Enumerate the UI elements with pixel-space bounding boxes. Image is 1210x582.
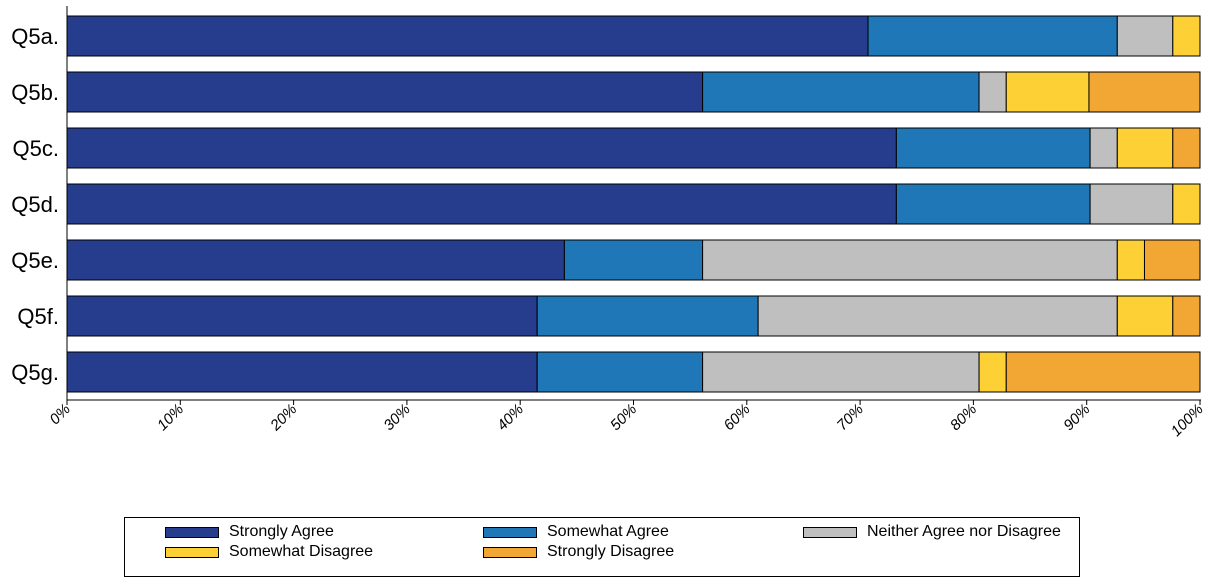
bar-segment-6-4	[1116, 295, 1174, 337]
bar-segment-5-5	[1143, 239, 1201, 281]
bar-segment-5-3	[702, 239, 1118, 281]
bar-segment-3-1	[66, 127, 897, 169]
bar-segment-4-4	[1172, 183, 1201, 225]
legend-label-3: Neither Agree nor Disagree	[867, 523, 1061, 540]
x-tick-label-6: 50%	[607, 401, 640, 434]
category-label-4: Q5d.	[11, 192, 59, 217]
x-tick-label-3: 20%	[266, 401, 300, 435]
legend-item-1: Strongly Agree	[165, 522, 334, 542]
bar-segment-7-4	[978, 351, 1007, 393]
bar-segment-5-4	[1116, 239, 1145, 281]
bar-segment-1-1	[66, 15, 869, 57]
x-tick-label-2: 10%	[154, 401, 187, 434]
bar-segment-7-3	[702, 351, 980, 393]
bar-segment-5-1	[66, 239, 565, 281]
bar-segment-1-3	[1116, 15, 1174, 57]
x-tick-label-10: 90%	[1060, 401, 1093, 434]
bar-segment-1-4	[1172, 15, 1201, 57]
category-label-3: Q5c.	[13, 136, 59, 161]
category-label-5: Q5e.	[11, 248, 59, 273]
bar-segment-5-2	[563, 239, 704, 281]
bar-segment-6-3	[757, 295, 1118, 337]
legend-swatch-2	[483, 526, 537, 538]
bar-segment-2-3	[978, 71, 1007, 113]
x-tick-label-1: 0%	[46, 401, 73, 428]
bar-segment-4-1	[66, 183, 897, 225]
bar-segment-6-2	[536, 295, 759, 337]
bar-segment-4-3	[1089, 183, 1174, 225]
bar-segment-7-2	[536, 351, 704, 393]
legend-label-5: Strongly Disagree	[547, 543, 675, 560]
category-label-1: Q5a.	[11, 24, 59, 49]
legend-item-5: Strongly Disagree	[483, 542, 674, 562]
bar-segment-2-4	[1005, 71, 1090, 113]
bar-segment-4-2	[895, 183, 1091, 225]
legend-label-4: Somewhat Disagree	[229, 543, 374, 560]
bar-segment-7-5	[1005, 351, 1201, 393]
category-label-6: Q5f.	[17, 304, 59, 329]
bar-segment-2-2	[702, 71, 980, 113]
bar-segment-6-5	[1172, 295, 1201, 337]
category-label-7: Q5g.	[11, 360, 59, 385]
x-tick-label-8: 70%	[834, 401, 867, 434]
bar-segment-2-1	[66, 71, 704, 113]
x-tick-label-5: 40%	[494, 401, 527, 434]
bar-segment-2-5	[1088, 71, 1201, 113]
bar-segment-3-2	[895, 127, 1091, 169]
bar-segment-6-1	[66, 295, 538, 337]
legend-swatch-1	[165, 526, 219, 538]
x-tick-label-4: 30%	[380, 401, 413, 434]
bar-segment-7-1	[66, 351, 538, 393]
stacked-bar-chart: Q5a. Q5b. Q5c. Q5d. Q5e. Q5f. Q5g. 0% 10% 20% 30% 4…	[11, 6, 1207, 440]
legend: Strongly Agree Somewhat Agree Neither Agre…	[124, 517, 1080, 577]
bar-segment-3-4	[1116, 127, 1174, 169]
legend-swatch-3	[803, 526, 857, 538]
legend-swatch-4	[165, 546, 219, 558]
x-tick-label-7: 60%	[720, 401, 753, 434]
legend-item-4: Somewhat Disagree	[165, 542, 373, 562]
legend-item-2: Somewhat Agree	[483, 522, 669, 542]
category-label-2: Q5b.	[11, 80, 59, 105]
legend-item-3: Neither Agree nor Disagree	[803, 522, 1061, 542]
bar-segment-1-2	[867, 15, 1118, 57]
legend-label-2: Somewhat Agree	[547, 523, 669, 540]
x-tick-label-9: 80%	[947, 401, 980, 434]
bar-segment-3-3	[1089, 127, 1118, 169]
x-tick-label-11: 100%	[1168, 401, 1207, 440]
legend-swatch-5	[483, 546, 537, 558]
bar-segment-3-5	[1172, 127, 1201, 169]
legend-label-1: Strongly Agree	[229, 523, 334, 540]
